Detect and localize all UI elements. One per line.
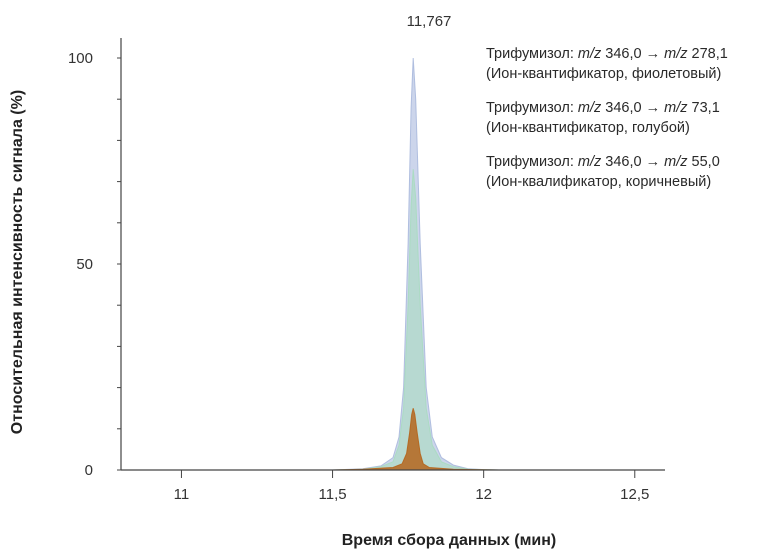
legend-mz: m/z xyxy=(664,100,688,116)
legend-arrow: → xyxy=(645,154,661,170)
legend-transition: Трифумизол: m/z 346,0 → m/z 55,0 xyxy=(486,152,770,172)
legend: Трифумизол: m/z 346,0 → m/z 278,1 (Ион-к… xyxy=(486,44,770,206)
legend-precursor: 346,0 xyxy=(605,154,642,170)
legend-transition: Трифумизол: m/z 346,0 → m/z 73,1 xyxy=(486,98,770,118)
apex-label: 11,767 xyxy=(407,13,452,30)
y-tick-label: 0 xyxy=(85,462,93,479)
legend-product: 73,1 xyxy=(691,100,720,116)
legend-precursor: 346,0 xyxy=(605,46,642,62)
ticks: 0 50 100 11 11,5 12 12,5 xyxy=(68,50,649,503)
legend-note: (Ион-квантификатор, фиолетовый) xyxy=(486,66,722,82)
legend-product: 55,0 xyxy=(691,154,720,170)
legend-item-55: Трифумизол: m/z 346,0 → m/z 55,0 (Ион-кв… xyxy=(486,152,770,192)
y-tick-label: 50 xyxy=(76,256,93,273)
legend-mz: m/z xyxy=(664,46,688,62)
x-tick-label: 12,5 xyxy=(620,486,649,503)
legend-compound: Трифумизол: xyxy=(486,46,574,62)
legend-compound: Трифумизол: xyxy=(486,100,574,116)
legend-product: 278,1 xyxy=(691,46,728,62)
legend-mz: m/z xyxy=(577,154,602,170)
x-axis-title: Время сбора данных (мин) xyxy=(342,532,556,549)
series-55-0-area xyxy=(332,408,499,471)
legend-mz: m/z xyxy=(577,46,602,62)
legend-compound: Трифумизол: xyxy=(486,154,574,170)
legend-arrow: → xyxy=(645,46,661,62)
legend-transition: Трифумизол: m/z 346,0 → m/z 278,1 xyxy=(486,44,770,64)
legend-arrow: → xyxy=(645,100,661,116)
legend-mz: m/z xyxy=(664,154,688,170)
x-tick-label: 11,5 xyxy=(319,486,347,503)
legend-item-278: Трифумизол: m/z 346,0 → m/z 278,1 (Ион-к… xyxy=(486,44,770,84)
x-tick-label: 12 xyxy=(475,486,492,503)
x-tick-label: 11 xyxy=(174,486,190,503)
legend-item-73: Трифумизол: m/z 346,0 → m/z 73,1 (Ион-кв… xyxy=(486,98,770,138)
y-tick-label: 100 xyxy=(68,50,93,67)
plot-area xyxy=(332,57,499,471)
y-axis-title: Относительная интенсивность сигнала (%) xyxy=(9,90,26,434)
legend-precursor: 346,0 xyxy=(605,100,642,116)
legend-mz: m/z xyxy=(577,100,602,116)
legend-note: (Ион-квантификатор, голубой) xyxy=(486,120,690,136)
legend-note: (Ион-квалификатор, коричневый) xyxy=(486,174,712,190)
axes xyxy=(120,38,665,471)
